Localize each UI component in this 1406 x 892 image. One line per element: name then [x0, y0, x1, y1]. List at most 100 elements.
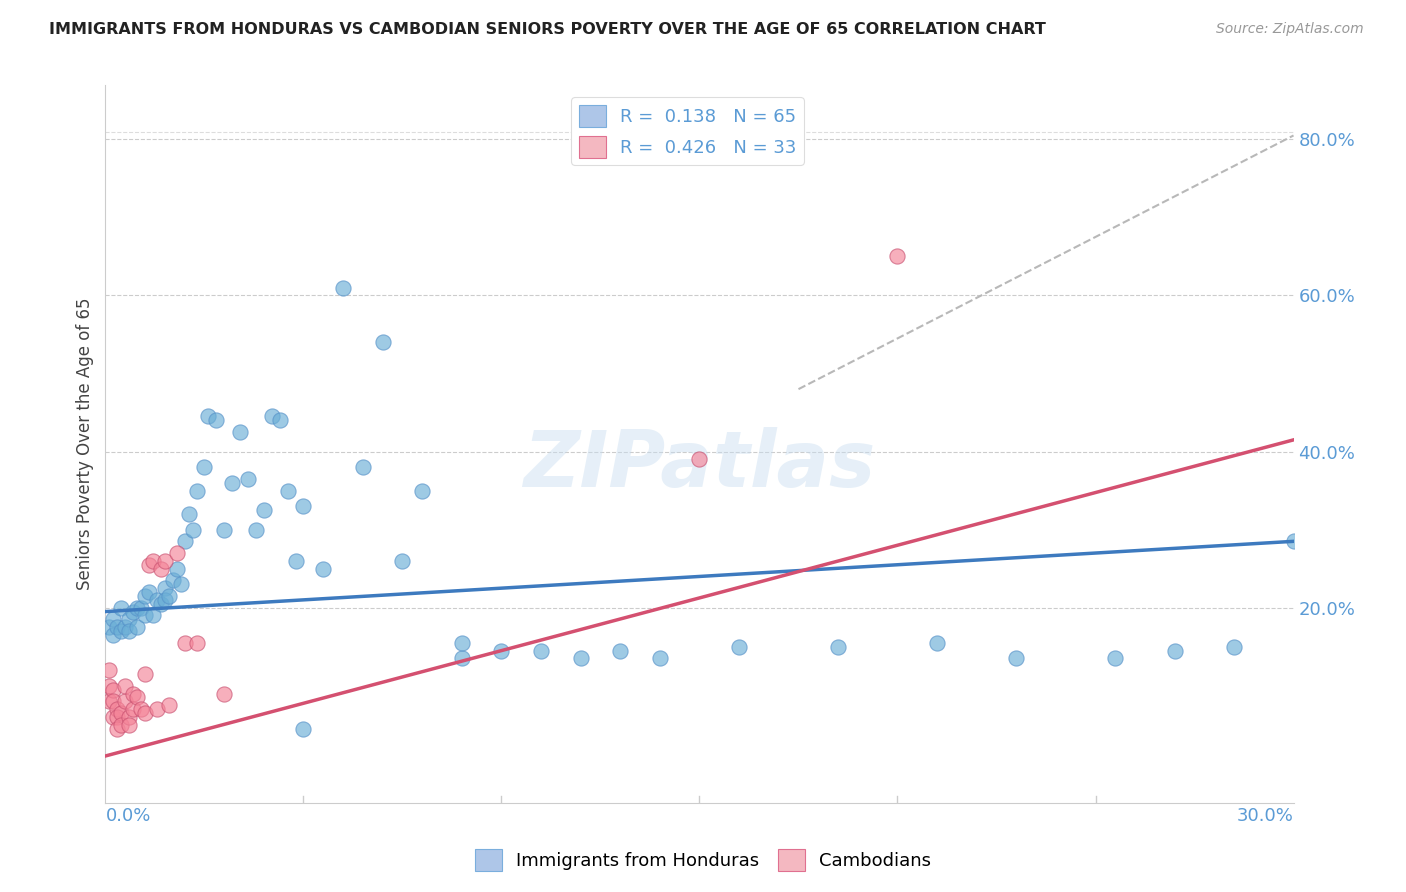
Point	[146, 702, 169, 716]
Point	[197, 409, 219, 424]
Point	[170, 577, 193, 591]
Point	[114, 694, 136, 708]
Point	[166, 562, 188, 576]
Point	[103, 612, 125, 626]
Point	[110, 706, 132, 720]
Point	[134, 608, 156, 623]
Point	[181, 523, 204, 537]
Point	[149, 597, 172, 611]
Point	[162, 574, 184, 588]
Point	[214, 523, 236, 537]
Point	[127, 600, 149, 615]
Point	[205, 413, 228, 427]
Point	[173, 636, 195, 650]
Point	[269, 413, 291, 427]
Point	[98, 694, 121, 708]
Point	[491, 643, 513, 657]
Point	[186, 636, 208, 650]
Point	[352, 460, 374, 475]
Point	[292, 500, 315, 514]
Point	[221, 475, 243, 490]
Text: Source: ZipAtlas.com: Source: ZipAtlas.com	[1216, 22, 1364, 37]
Point	[103, 694, 125, 708]
Text: 0.0%: 0.0%	[105, 806, 150, 825]
Point	[177, 507, 200, 521]
Point	[98, 620, 121, 634]
Point	[129, 702, 152, 716]
Point	[157, 698, 180, 713]
Point	[450, 636, 472, 650]
Text: ZIPatlas: ZIPatlas	[523, 427, 876, 503]
Point	[105, 710, 128, 724]
Point	[118, 717, 141, 731]
Point	[827, 640, 849, 654]
Point	[153, 581, 176, 595]
Point	[193, 460, 215, 475]
Point	[292, 722, 315, 736]
Point	[371, 335, 394, 350]
Point	[312, 562, 335, 576]
Point	[648, 651, 671, 665]
Point	[129, 600, 152, 615]
Point	[214, 687, 236, 701]
Point	[110, 624, 132, 639]
Point	[110, 600, 132, 615]
Point	[110, 717, 132, 731]
Point	[127, 620, 149, 634]
Point	[134, 667, 156, 681]
Point	[1005, 651, 1028, 665]
Point	[229, 425, 252, 439]
Point	[728, 640, 751, 654]
Point	[569, 651, 592, 665]
Point	[142, 608, 165, 623]
Point	[284, 554, 307, 568]
Point	[253, 503, 276, 517]
Legend: Immigrants from Honduras, Cambodians: Immigrants from Honduras, Cambodians	[468, 842, 938, 879]
Point	[236, 472, 259, 486]
Point	[138, 585, 160, 599]
Y-axis label: Seniors Poverty Over the Age of 65: Seniors Poverty Over the Age of 65	[76, 298, 94, 590]
Point	[609, 643, 631, 657]
Point	[118, 612, 141, 626]
Point	[886, 250, 908, 264]
Point	[118, 710, 141, 724]
Point	[186, 483, 208, 498]
Point	[157, 589, 180, 603]
Point	[1282, 534, 1305, 549]
Text: 30.0%: 30.0%	[1237, 806, 1294, 825]
Point	[122, 605, 145, 619]
Point	[98, 679, 121, 693]
Point	[689, 452, 711, 467]
Point	[103, 682, 125, 697]
Point	[122, 702, 145, 716]
Point	[149, 562, 172, 576]
Point	[138, 558, 160, 572]
Point	[153, 593, 176, 607]
Point	[98, 663, 121, 677]
Point	[118, 624, 141, 639]
Point	[245, 523, 267, 537]
Point	[105, 620, 128, 634]
Point	[105, 722, 128, 736]
Point	[127, 690, 149, 705]
Point	[173, 534, 195, 549]
Point	[277, 483, 299, 498]
Legend: R =  0.138   N = 65, R =  0.426   N = 33: R = 0.138 N = 65, R = 0.426 N = 33	[571, 97, 804, 165]
Point	[332, 281, 354, 295]
Point	[114, 620, 136, 634]
Point	[105, 702, 128, 716]
Point	[1223, 640, 1246, 654]
Point	[153, 554, 176, 568]
Point	[166, 546, 188, 560]
Point	[146, 593, 169, 607]
Point	[450, 651, 472, 665]
Point	[103, 710, 125, 724]
Point	[530, 643, 553, 657]
Point	[260, 409, 283, 424]
Point	[1164, 643, 1187, 657]
Text: IMMIGRANTS FROM HONDURAS VS CAMBODIAN SENIORS POVERTY OVER THE AGE OF 65 CORRELA: IMMIGRANTS FROM HONDURAS VS CAMBODIAN SE…	[49, 22, 1046, 37]
Point	[391, 554, 413, 568]
Point	[134, 706, 156, 720]
Point	[114, 679, 136, 693]
Point	[134, 589, 156, 603]
